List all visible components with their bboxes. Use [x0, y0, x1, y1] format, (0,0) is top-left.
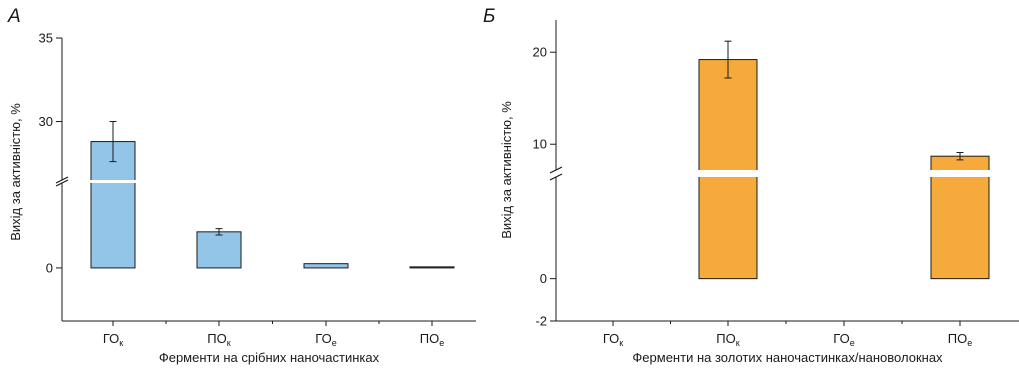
x-tick-label: ГОк: [103, 331, 123, 348]
x-tick-label: ПОк: [207, 331, 230, 348]
x-tick-label: ПОе: [420, 331, 444, 348]
x-tick-label: ПОе: [948, 331, 972, 348]
y-tick-label: 20: [533, 45, 547, 60]
x-tick-label: ПОк: [716, 331, 739, 348]
bar: [90, 141, 136, 269]
bar-break-gap: [90, 180, 136, 183]
axis-break-mark: [549, 173, 563, 181]
panel-a: А 0 30 35 ГОк ПОк ГОе ПОе Ферменти на срібних на…: [7, 6, 476, 365]
x-axis-title: Ферменти на золотих наночастинках/наново…: [632, 350, 943, 365]
bar: [196, 231, 242, 269]
bar: [409, 266, 455, 269]
y-tick-label: 35: [39, 31, 53, 46]
y-axis-title: Вихід за активністю, %: [8, 103, 23, 241]
y-tick-label: -2: [535, 314, 547, 329]
axis-break-mark: [55, 176, 69, 184]
bar: [303, 263, 349, 269]
y-tick-label: 10: [533, 137, 547, 152]
x-axis-title: Ферменти на срібних наночастинках: [159, 350, 380, 365]
y-tick-label: 0: [540, 271, 547, 286]
bar-break-gap: [930, 170, 990, 177]
bar-break-gap: [698, 170, 758, 177]
bar: [698, 59, 758, 280]
x-tick-label: ГОк: [603, 331, 623, 348]
axis-break-mark: [55, 179, 69, 187]
y-tick-label: 30: [39, 114, 53, 129]
axis-break-mark: [549, 166, 563, 174]
y-tick-label: 0: [46, 260, 53, 275]
x-tick-label: ГОе: [833, 331, 854, 348]
x-tick-label: ГОе: [315, 331, 336, 348]
panel-label: А: [7, 6, 21, 27]
panel-label: Б: [483, 6, 495, 27]
y-axis-title: Вихід за активністю, %: [499, 101, 514, 239]
panel-b: Б -2 0 10 20 ГОк ПОк ГОе ПОе Ферменти на золотих …: [483, 6, 1019, 365]
